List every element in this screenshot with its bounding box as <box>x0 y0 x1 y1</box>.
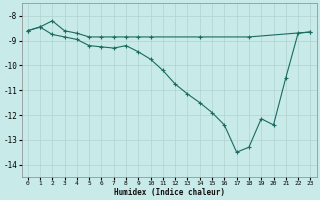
X-axis label: Humidex (Indice chaleur): Humidex (Indice chaleur) <box>114 188 225 197</box>
